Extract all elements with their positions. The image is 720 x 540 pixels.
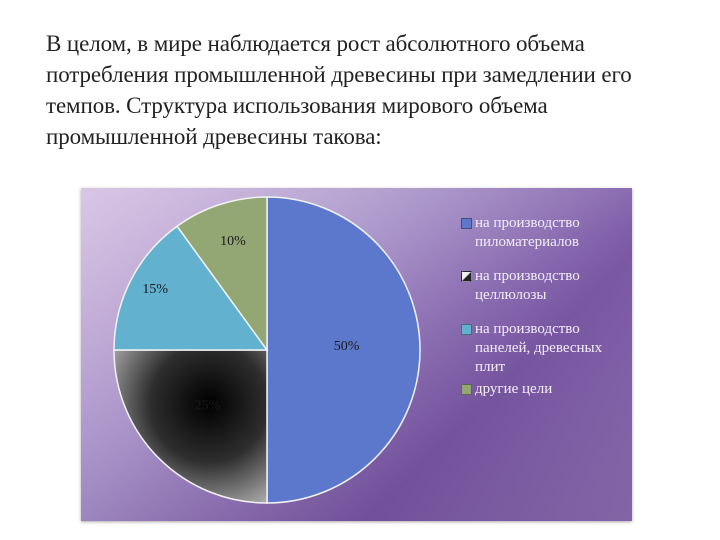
legend-swatch-other (461, 384, 472, 395)
intro-paragraph: В целом, в мире наблюдается рост абсолют… (46, 31, 632, 149)
slice-other (176, 196, 268, 353)
data-label-panels: 15% (142, 282, 168, 297)
legend-label-other: другие цели (475, 381, 553, 397)
chart-panel: 50% 25% 15% 10% на производство пиломатериа… (81, 188, 632, 521)
data-label-lumber: 50% (334, 339, 360, 354)
legend-swatch-pulp (461, 271, 472, 282)
slice-panels (113, 225, 269, 351)
slice-pulp (113, 349, 268, 504)
legend-item-panels: на производство панелей, древесных плит (461, 320, 631, 377)
legend-item-other: другие цели (461, 380, 631, 399)
legend: на производство пиломатериалов на произв… (461, 214, 631, 414)
legend-swatch-panels (461, 324, 472, 335)
legend-label-panels: на производство панелей, древесных плит (475, 321, 603, 375)
legend-item-lumber: на производство пиломатериалов (461, 214, 631, 252)
pie-chart: 50% 25% 15% 10% (113, 196, 421, 504)
data-label-other: 10% (220, 234, 246, 249)
legend-swatch-lumber (461, 218, 472, 229)
legend-label-pulp: на производство целлюлозы (475, 268, 580, 303)
legend-item-pulp: на производство целлюлозы (461, 267, 631, 305)
slice-lumber (266, 196, 421, 504)
data-label-pulp: 25% (195, 399, 221, 414)
legend-label-lumber: на производство пиломатериалов (475, 215, 580, 250)
